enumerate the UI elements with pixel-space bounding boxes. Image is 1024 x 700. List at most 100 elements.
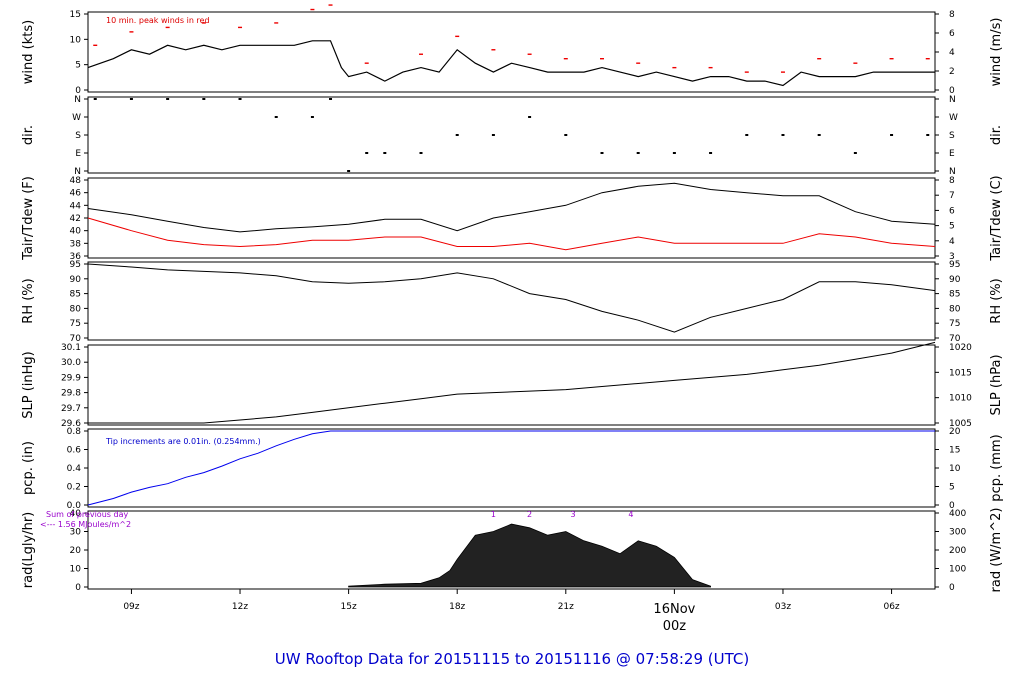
wind-left-tick-label: 10 [70, 35, 82, 45]
rh-ylabel-right: RH (%) [989, 278, 1004, 323]
temp-left-tick-label: 48 [70, 176, 82, 186]
rad-right-tick-label: 0 [949, 583, 955, 593]
rad-annotation-line2: <--- 1.56 MJoules/m^2 [40, 520, 131, 529]
dir-point [781, 134, 785, 136]
pcp-left-tick-label: 0.0 [67, 501, 82, 511]
pcp-line [87, 430, 935, 506]
x-tick-label: 18z [449, 602, 465, 612]
dir-point [528, 116, 532, 118]
dir-panel-frame [87, 96, 936, 174]
temp-left-tick-label: 36 [70, 252, 82, 262]
wind-right-tick-label: 6 [949, 29, 955, 39]
pcp-left-tick-label: 0.6 [67, 446, 82, 456]
dir-right-tick-label: E [949, 149, 955, 159]
temp-right-tick-label: 3 [949, 252, 955, 262]
x-tick-label: 12z [232, 602, 248, 612]
temp-left-tick-label: 44 [70, 201, 82, 211]
slp-panel-frame [87, 344, 936, 426]
temp-ylabel-left: Tair/Tdew (F) [21, 176, 36, 261]
slp-left-tick-label: 29.9 [61, 373, 81, 383]
dir-point [672, 152, 676, 154]
dir-point [600, 152, 604, 154]
slp-right-tick-label: 1020 [949, 343, 972, 353]
dir-right-tick-label: N [949, 167, 956, 177]
dir-left-tick-label: E [75, 149, 81, 159]
slp-left-tick-label: 29.8 [61, 389, 81, 399]
slp-right-tick-label: 1010 [949, 394, 972, 404]
slp-ylabel-right: SLP (hPa) [989, 354, 1004, 415]
rad-right-tick-label: 300 [949, 528, 966, 538]
dir-ylabel-right: dir. [989, 125, 1004, 145]
wind-left-tick-label: 15 [70, 10, 81, 20]
dir-point [817, 134, 821, 136]
dir-point [166, 98, 170, 100]
pcp-left-tick-label: 0.2 [67, 483, 81, 493]
rh-right-tick-label: 95 [949, 260, 960, 270]
dir-ylabel-left: dir. [21, 125, 36, 145]
temp-right-tick-label: 7 [949, 191, 955, 201]
pcp-annotation: Tip increments are 0.01in. (0.254mm.) [105, 437, 261, 446]
slp-left-tick-label: 30.0 [61, 358, 81, 368]
temp-left-tick-label: 38 [70, 239, 82, 249]
rh-right-tick-label: 80 [949, 304, 961, 314]
radiation-area [348, 523, 711, 588]
rh-left-tick-label: 95 [70, 260, 81, 270]
temp-left-tick-label: 46 [70, 189, 82, 199]
x-tick-label: 15z [341, 602, 357, 612]
rad-ylabel-left: rad(Lgly/hr) [21, 512, 36, 588]
rad-left-tick-label: 0 [75, 583, 81, 593]
dir-left-tick-label: S [75, 131, 81, 141]
rh-right-tick-label: 75 [949, 319, 960, 329]
rad-right-tick-label: 100 [949, 565, 966, 575]
rh-right-tick-label: 70 [949, 334, 961, 344]
slp-left-tick-label: 30.1 [61, 343, 81, 353]
rh-left-tick-label: 90 [70, 275, 82, 285]
wind-right-tick-label: 8 [949, 10, 955, 20]
slp-right-tick-label: 1005 [949, 419, 972, 429]
date-label: 16Nov [653, 602, 695, 617]
slp-line [88, 341, 936, 424]
dir-point [419, 152, 423, 154]
tair-line [87, 182, 936, 233]
dir-point [890, 134, 894, 136]
dir-point [202, 98, 206, 100]
temp-ylabel-right: Tair/Tdew (C) [989, 175, 1004, 261]
temp-right-tick-label: 5 [949, 222, 955, 232]
pcp-ylabel-right: pcp. (mm) [989, 434, 1004, 501]
rad-right-tick-label: 400 [949, 509, 966, 519]
footer-title: UW Rooftop Data for 20151115 to 20151116… [274, 650, 750, 668]
dir-point [238, 98, 242, 100]
pcp-left-tick-label: 0.8 [67, 427, 82, 437]
rh-right-tick-label: 90 [949, 275, 961, 285]
slp-ylabel-left: SLP (inHg) [21, 351, 36, 419]
pcp-ylabel-left: pcp. (in) [21, 441, 36, 495]
rh-panel-frame [87, 261, 936, 341]
wind-annotation: 10 min. peak winds in red [106, 16, 210, 25]
rad-ylabel-right: rad (W/m^2) [989, 508, 1004, 593]
rad-marker: 3 [570, 510, 575, 519]
dir-point [329, 98, 333, 100]
temp-left-tick-label: 42 [70, 214, 81, 224]
wind-ylabel-left: wind (kts) [21, 20, 36, 84]
pcp-right-tick-label: 15 [949, 446, 960, 456]
rad-left-tick-label: 10 [70, 565, 82, 575]
rh-left-tick-label: 70 [70, 334, 82, 344]
pcp-left-tick-label: 0.4 [67, 464, 82, 474]
rh-right-tick-label: 85 [949, 290, 960, 300]
wind-right-tick-label: 4 [949, 48, 955, 58]
dir-point [365, 152, 369, 154]
rh-ylabel-left: RH (%) [21, 278, 36, 323]
dir-left-tick-label: W [72, 113, 81, 123]
rh-left-tick-label: 80 [70, 304, 82, 314]
pcp-right-tick-label: 5 [949, 483, 955, 493]
slp-left-tick-label: 29.6 [61, 419, 81, 429]
slp-right-tick-label: 1015 [949, 368, 972, 378]
dir-point [347, 170, 351, 172]
dir-point [491, 134, 495, 136]
dir-point [455, 134, 459, 136]
slp-left-tick-label: 29.7 [61, 404, 81, 414]
dir-point [745, 134, 749, 136]
dir-left-tick-label: N [74, 95, 81, 105]
rad-left-tick-label: 40 [70, 509, 82, 519]
